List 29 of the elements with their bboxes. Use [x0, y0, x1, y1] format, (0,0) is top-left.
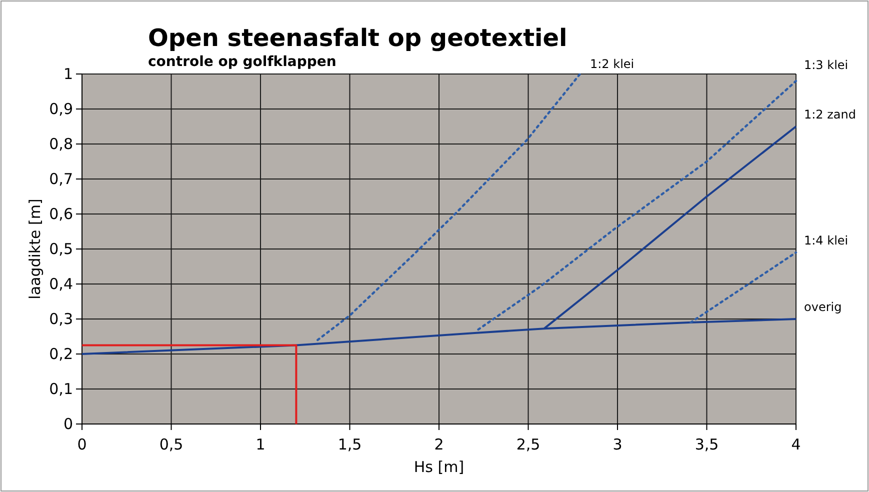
chart-subtitle: controle op golfklappen — [148, 54, 336, 70]
series-label: overig — [804, 300, 842, 314]
x-tick-label: 4 — [791, 436, 801, 454]
x-tick-label: 1 — [256, 436, 266, 454]
x-tick-label: 3,5 — [694, 436, 719, 454]
y-tick-label: 0 — [63, 414, 73, 433]
x-tick-label: 2 — [434, 436, 444, 454]
series-label: 1:2 klei — [590, 57, 634, 71]
x-tick-label: 3 — [612, 436, 622, 454]
x-tick-label: 2,5 — [516, 436, 540, 454]
y-tick-label: 0,1 — [49, 380, 73, 398]
x-tick-label: 1,5 — [338, 436, 362, 454]
x-tick-label: 0 — [77, 436, 87, 454]
chart-title: Open steenasfalt op geotextiel — [148, 24, 568, 52]
y-tick-label: 0,6 — [49, 204, 73, 223]
y-tick-label: 0,2 — [49, 344, 73, 363]
y-tick-label: 0,4 — [49, 274, 73, 293]
y-tick-label: 1 — [63, 64, 73, 83]
series-label: 1:3 klei — [804, 58, 848, 72]
y-axis-title: laagdikte [m] — [26, 198, 44, 300]
x-axis-title: Hs [m] — [414, 458, 464, 476]
y-tick-label: 0,9 — [49, 100, 73, 118]
y-tick-label: 0,8 — [49, 134, 73, 153]
y-tick-label: 0,5 — [49, 240, 73, 258]
series-label: 1:4 klei — [804, 234, 848, 248]
y-tick-label: 0,3 — [49, 310, 73, 328]
y-tick-label: 0,7 — [49, 170, 73, 188]
series-label: 1:2 zand — [804, 108, 856, 122]
x-tick-label: 0,5 — [159, 436, 184, 454]
